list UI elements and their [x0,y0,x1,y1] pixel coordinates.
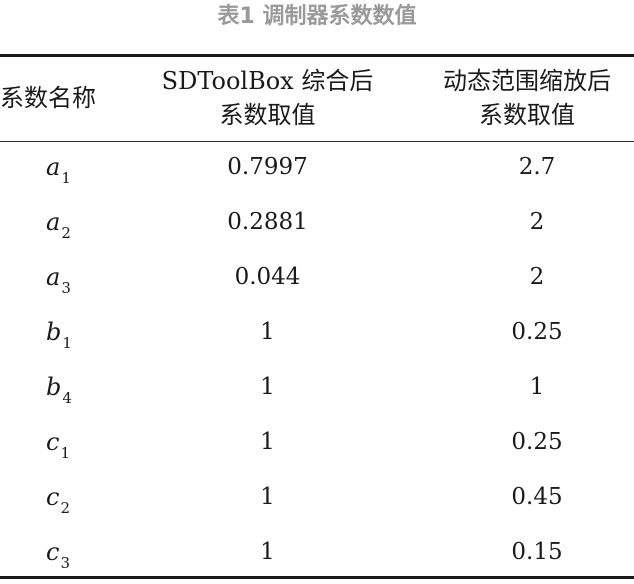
scaled-value: 2.7 [518,154,556,180]
header-scaled-line1: 动态范围缩放后 [443,67,611,95]
scaled-value: 1 [529,374,545,400]
coefficient-name: c3 [46,527,106,582]
sdtoolbox-value: 1 [260,484,275,510]
table-row: b1 1 0.25 [0,307,634,362]
coefficient-letter: b [46,318,62,346]
sdtoolbox-value: 0.044 [234,264,301,290]
table-row: c1 1 0.25 [0,417,634,472]
coefficient-letter: a [46,208,61,236]
header-coefficient-name: 系数名称 [0,81,120,115]
header-sdtoolbox-value: SDToolBox 综合后 系数取值 [145,64,390,132]
header-sdtoolbox-line1: SDToolBox 综合后 [161,67,374,95]
coefficient-name: c2 [46,472,106,527]
coefficient-letter: c [46,483,60,511]
table-header-rule [0,141,634,142]
sdtoolbox-value: 0.7997 [227,154,308,180]
coefficient-name: a3 [46,252,106,307]
table-row: c3 1 0.15 [0,527,634,582]
coefficient-letter: a [46,263,61,291]
table-row: a1 0.7997 2.7 [0,142,634,197]
coefficient-subscript: 4 [62,389,72,407]
sdtoolbox-value: 1 [260,539,275,565]
table-bottom-rule [0,576,634,579]
header-coefficient-name-label: 系数名称 [0,84,96,112]
coefficient-name: c1 [46,417,106,472]
table-caption: 表1 调制器系数数值 [217,4,417,29]
coefficient-letter: c [46,538,60,566]
scaled-value: 2 [529,209,545,235]
coefficient-subscript: 2 [61,224,71,242]
coefficient-letter: c [46,428,60,456]
table-row: c2 1 0.45 [0,472,634,527]
coefficient-name: a2 [46,197,106,252]
table-top-rule [0,54,634,57]
scaled-value: 0.25 [511,319,563,345]
sdtoolbox-value: 1 [260,319,275,345]
coefficient-letter: b [46,373,62,401]
coefficient-subscript: 1 [62,334,72,352]
coefficient-subscript: 1 [60,444,70,462]
coefficient-subscript: 1 [61,169,71,187]
scaled-value: 2 [529,264,545,290]
header-scaled-value: 动态范围缩放后 系数取值 [420,64,634,132]
header-sdtoolbox-line2: 系数取值 [219,101,316,129]
sdtoolbox-value: 1 [260,374,275,400]
sdtoolbox-value: 0.2881 [227,209,308,235]
coefficient-subscript: 2 [60,499,70,517]
scaled-value: 0.45 [511,484,563,510]
coefficient-subscript: 3 [60,554,70,572]
coefficient-letter: a [46,153,61,181]
table-row: a3 0.044 2 [0,252,634,307]
coefficient-subscript: 3 [61,279,71,297]
scaled-value: 0.15 [511,539,563,565]
coefficient-name: b4 [46,362,106,417]
header-scaled-line2: 系数取值 [479,101,575,129]
table-row: b4 1 1 [0,362,634,417]
scaled-value: 0.25 [511,429,563,455]
table-row: a2 0.2881 2 [0,197,634,252]
coefficient-name: a1 [46,142,106,197]
coefficient-name: b1 [46,307,106,362]
sdtoolbox-value: 1 [260,429,275,455]
table-body: a1 0.7997 2.7 a2 0.2881 2 a3 0.044 2 b1 … [0,142,634,582]
